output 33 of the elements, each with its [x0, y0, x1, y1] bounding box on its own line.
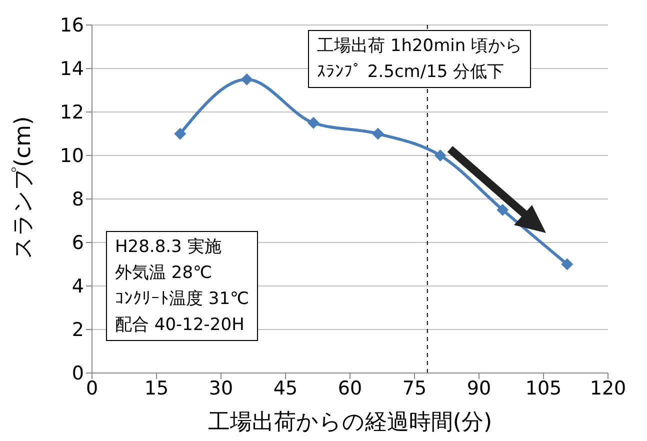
annotation: 配合 40-12-20H [115, 314, 246, 337]
annotation: 外気温 28℃ [115, 262, 214, 285]
point [240, 73, 253, 86]
y-tick-label: 12 [60, 102, 84, 124]
point [372, 128, 384, 140]
x-tick-label: 75 [402, 377, 427, 400]
y-tick-label: 6 [72, 232, 84, 254]
x-tick-label: 30 [208, 377, 234, 400]
point [434, 150, 446, 162]
point [307, 116, 320, 129]
x-tick-label: 105 [525, 377, 562, 400]
x-tick-label: 0 [86, 377, 98, 400]
point [561, 258, 574, 270]
x-axis-title: 工場出荷からの経過時間(分) [208, 410, 492, 435]
y-tick-label: 14 [60, 58, 84, 80]
y-tick-label: 0 [72, 362, 84, 385]
x-tick-label: 90 [466, 377, 492, 400]
x-tick-label: 15 [144, 377, 169, 400]
y-axis-title: スランプ(cm) [10, 116, 36, 259]
y-tick-label: 16 [60, 14, 84, 37]
annotation: ｽﾗﾝﾌﾟ 2.5cm/15 分低下 [317, 61, 506, 84]
annotation: 工場出荷 1h20min 頃から [317, 35, 522, 58]
x-tick-label: 120 [590, 377, 626, 400]
annotation: ｺﾝｸﾘｰﾄ温度 31℃ [115, 288, 250, 311]
annotation: H28.8.3 実施 [115, 236, 222, 259]
y-tick-label: 4 [72, 276, 84, 298]
point [174, 128, 186, 140]
point [496, 204, 509, 216]
x-tick-label: 60 [338, 377, 362, 400]
y-tick-label: 8 [72, 188, 84, 211]
x-tick-label: 45 [273, 377, 298, 400]
y-tick-label: 10 [60, 145, 84, 168]
y-tick-label: 2 [72, 319, 84, 342]
